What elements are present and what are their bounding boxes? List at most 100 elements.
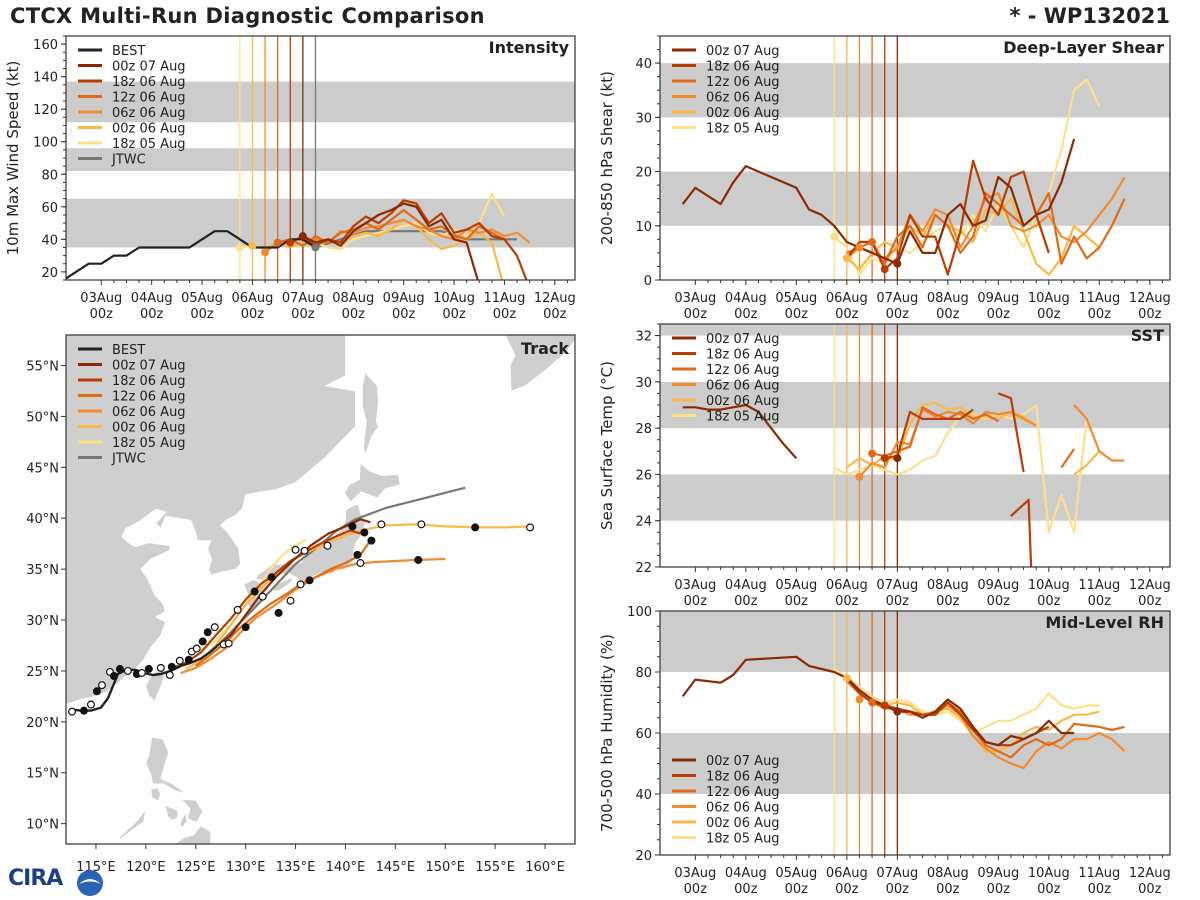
x-tick-label: 00z [785, 594, 809, 609]
y-tick-label: 24 [635, 515, 652, 530]
palawan-landmass [116, 809, 147, 840]
legend-label: 00z 06 Aug [706, 816, 780, 831]
y-tick-label: 140 [33, 71, 58, 86]
x-tick-label: 00z [392, 307, 416, 322]
y-tick-label: 30 [635, 111, 652, 126]
track-marker [291, 545, 300, 554]
y-tick-label: 60 [635, 727, 652, 742]
shaded-band [660, 63, 1170, 118]
track-marker [224, 639, 233, 648]
track-marker [267, 573, 276, 582]
y-tick-label: 25°N [26, 665, 59, 680]
series-06z-06-aug [858, 404, 1125, 478]
x-tick-label: 00z [684, 307, 708, 322]
init-point-00z-06-aug [248, 241, 257, 250]
y-tick-label: 50°N [26, 410, 59, 425]
x-tick-label: 11Aug [1078, 866, 1120, 881]
track-marker [86, 700, 95, 709]
x-tick-label: 04Aug [725, 291, 767, 306]
x-tick-label: 150°E [425, 860, 465, 875]
y-tick-label: 40°N [26, 512, 59, 527]
legend-label: 00z 07 Aug [112, 359, 186, 374]
y-tick-label: 80 [41, 168, 58, 183]
init-point-18z-05-aug [235, 243, 244, 252]
x-tick-label: 00z [987, 882, 1011, 897]
x-tick-label: 08Aug [927, 578, 969, 593]
y-tick-label: 55°N [26, 360, 59, 375]
legend-label: 00z 07 Aug [706, 332, 780, 347]
y-tick-label: 100 [33, 136, 58, 151]
noaa-swirl-icon [77, 870, 103, 896]
panel-title: Mid-Level RH [1045, 613, 1164, 632]
x-tick-label: 03Aug [674, 578, 716, 593]
hokkaido-landmass [344, 462, 401, 503]
track-marker [203, 628, 212, 637]
x-tick-label: 06Aug [826, 291, 868, 306]
x-tick-label: 09Aug [977, 866, 1019, 881]
x-tick-label: 12Aug [1129, 866, 1171, 881]
x-tick-label: 00z [1037, 307, 1061, 322]
x-tick-label: 00z [936, 307, 960, 322]
init-point-06z-06-aug [855, 695, 864, 704]
x-tick-label: 10Aug [1028, 291, 1070, 306]
init-point-00z-07-aug [893, 259, 902, 268]
init-point-06z-06-aug [855, 472, 864, 481]
track-marker [258, 592, 267, 601]
mindanao-landmass [174, 825, 212, 844]
x-tick-label: 07Aug [876, 291, 918, 306]
track-marker [184, 655, 193, 664]
track-marker [526, 523, 535, 532]
logo-wave [79, 879, 101, 884]
series-18z-06-aug-extra [1010, 498, 1033, 567]
legend-label: 18z 06 Aug [706, 60, 780, 75]
x-tick-label: 160°E [525, 860, 565, 875]
x-tick-label: 06Aug [826, 578, 868, 593]
x-tick-label: 00z [886, 307, 910, 322]
x-tick-label: 00z [936, 882, 960, 897]
x-tick-label: 09Aug [383, 291, 425, 306]
legend-label: 00z 07 Aug [706, 44, 780, 59]
x-tick-label: 04Aug [131, 291, 173, 306]
legend-label: 06z 06 Aug [112, 405, 186, 420]
init-point-18z-06-aug [880, 265, 889, 274]
x-tick-label: 12Aug [534, 291, 576, 306]
x-tick-label: 130°E [226, 860, 266, 875]
x-tick-label: 00z [987, 307, 1011, 322]
x-tick-label: 11Aug [483, 291, 525, 306]
x-tick-label: 00z [734, 882, 758, 897]
shaded-band [660, 474, 1170, 521]
x-tick-label: 135°E [276, 860, 316, 875]
x-tick-label: 00z [291, 307, 315, 322]
track-marker [241, 623, 250, 632]
x-tick-label: 00z [936, 594, 960, 609]
shaded-band [66, 148, 575, 172]
init-point-jtwc [311, 243, 320, 252]
panel-title: SST [1131, 326, 1164, 345]
x-tick-label: 00z [987, 594, 1011, 609]
track-marker [360, 528, 369, 537]
track-marker [348, 522, 357, 531]
x-tick-label: 00z [442, 307, 466, 322]
x-tick-label: 00z [835, 882, 859, 897]
track-marker [167, 662, 176, 671]
x-tick-label: 08Aug [332, 291, 374, 306]
init-point-06z-06-aug [261, 248, 270, 257]
panel-track: 115°E 120°E 125°E 130°E 135°E 140°E 145°E 150°E… [26, 334, 576, 875]
x-tick-label: 10Aug [433, 291, 475, 306]
panel-sst: 22242628303203Aug00z04Aug00z05Aug00z06Au… [598, 323, 1171, 609]
panel-title: Track [521, 339, 569, 358]
x-tick-label: 120°E [126, 860, 166, 875]
map-land [66, 335, 575, 844]
legend-label: 06z 06 Aug [706, 91, 780, 106]
y-tick-label: 120 [33, 103, 58, 118]
legend-label: 18z 06 Aug [706, 348, 780, 363]
panel-title: Deep-Layer Shear [1003, 38, 1164, 57]
legend-label: 06z 06 Aug [706, 379, 780, 394]
track-06z-06-aug [180, 557, 446, 675]
x-tick-label: 00z [1138, 594, 1162, 609]
series-18z-06-aug [845, 159, 1050, 276]
x-tick-label: 00z [684, 882, 708, 897]
x-tick-label: 06Aug [826, 866, 868, 881]
x-tick-label: 145°E [376, 860, 416, 875]
